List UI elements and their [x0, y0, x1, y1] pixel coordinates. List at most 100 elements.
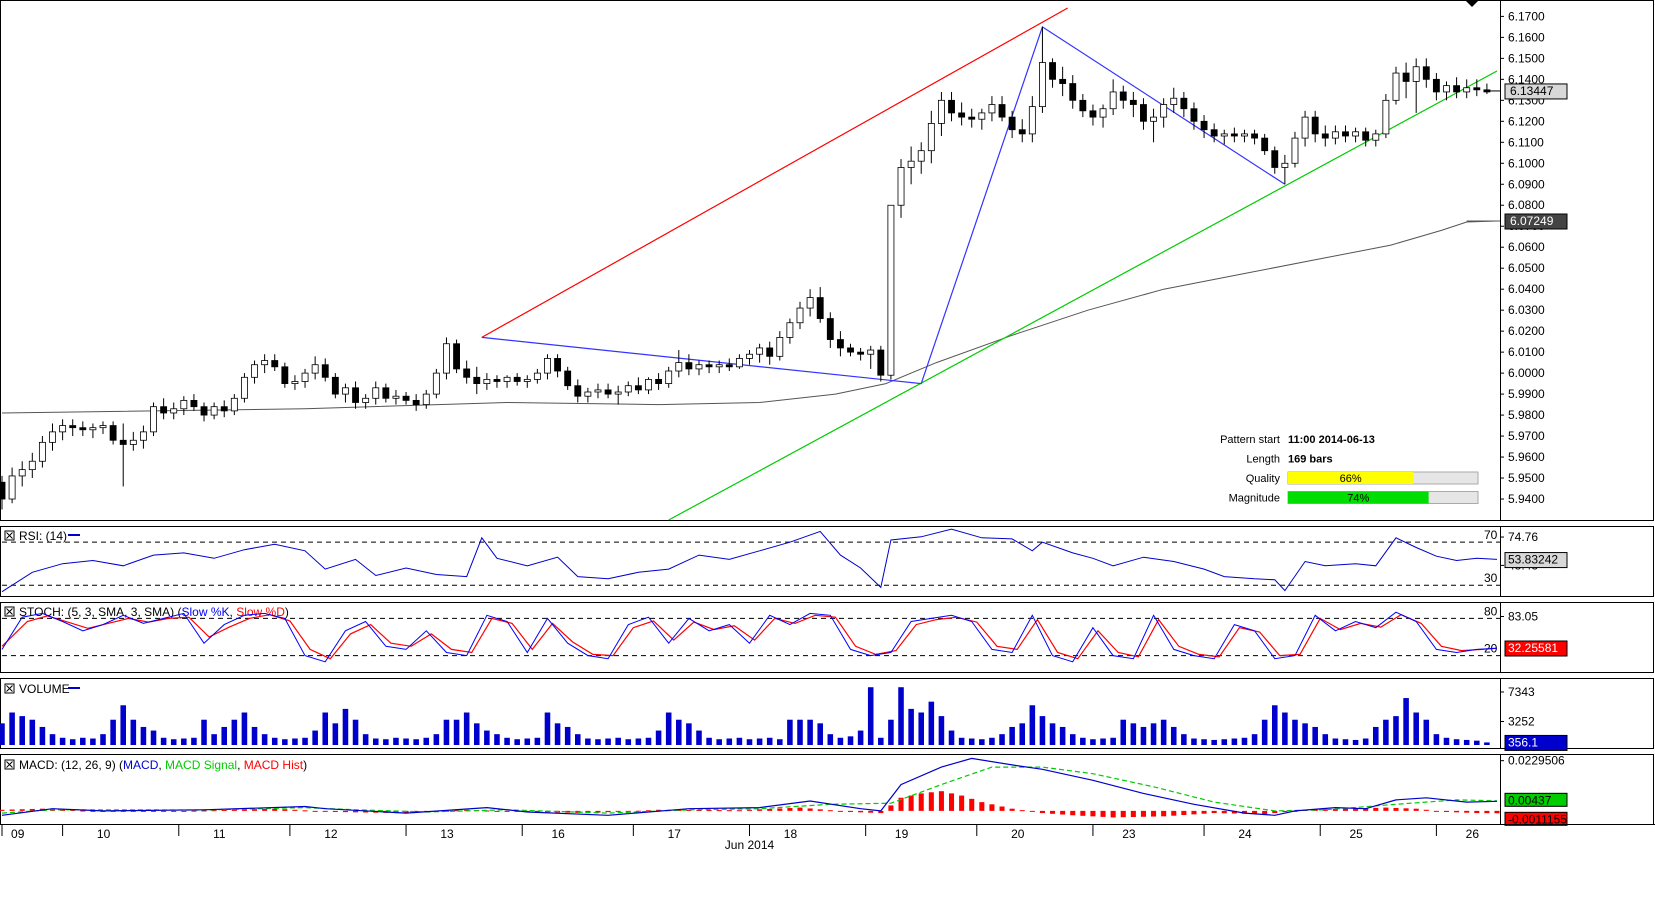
rsi-last-label: 53.83242	[1508, 553, 1558, 567]
candle-body	[321, 364, 329, 378]
macd-hist-bar	[1474, 810, 1480, 814]
pattern-info-key: Quality	[1246, 473, 1281, 485]
volume-bar	[716, 739, 722, 745]
candle-body	[1230, 133, 1238, 137]
last-price-label: 6.13447	[1510, 84, 1554, 98]
volume-bar	[777, 739, 783, 745]
volume-bar	[130, 719, 137, 745]
volume-panel-frame	[0, 678, 1654, 749]
macd-hist-bar	[1151, 810, 1157, 817]
time-month-label: Jun 2014	[725, 838, 775, 852]
macd-hist-bar	[120, 810, 126, 812]
macd-hist-bar	[1191, 810, 1197, 815]
macd-hist-bar	[1433, 810, 1439, 812]
macd-hist-bar	[150, 810, 157, 812]
candle-body	[847, 347, 854, 353]
price-tick-label: 6.1400	[1508, 72, 1545, 86]
candle-body	[1008, 116, 1016, 131]
volume-bar	[817, 723, 823, 745]
macd-hist-bar	[706, 810, 712, 812]
pattern-info-value: 11:00 2014-06-13	[1288, 434, 1375, 446]
candle-body	[230, 397, 238, 412]
volume-bar	[1191, 738, 1197, 745]
macd-hist-bar	[272, 808, 278, 811]
volume-bar	[1211, 739, 1217, 745]
macd-hist-bar	[1262, 810, 1268, 815]
macd-hist-bar	[1130, 810, 1136, 817]
macd-hist-bar	[1060, 810, 1066, 815]
volume-bar	[1130, 723, 1137, 745]
volume-bar	[80, 737, 86, 745]
candle-body	[624, 385, 632, 393]
candle-body	[271, 360, 279, 368]
close-icon-cross	[6, 761, 13, 768]
volume-bar	[110, 719, 116, 745]
candle-body	[1362, 131, 1370, 141]
candle-body	[857, 351, 865, 355]
volume-bar	[928, 701, 935, 745]
candle-body	[412, 399, 420, 405]
stoch-d-line	[1, 614, 1498, 660]
volume-bar	[837, 737, 844, 745]
ma-value-label: 6.07249	[1510, 214, 1554, 228]
volume-bar	[736, 737, 743, 745]
volume-bar	[1292, 719, 1298, 745]
volume-bar	[160, 737, 167, 745]
macd-panel: MACD: (12, 26, 9) (MACD, MACD Signal, MA…	[0, 754, 1654, 826]
volume-bar	[787, 719, 793, 745]
candle-body	[463, 368, 471, 378]
macd-hist-bar	[1332, 808, 1338, 811]
candle-body	[877, 349, 885, 376]
candle-body	[150, 406, 157, 433]
macd-hist-bar	[1070, 810, 1076, 816]
macd-hist-bar	[1181, 810, 1187, 816]
candle-body	[119, 439, 127, 445]
volume-bar	[1302, 723, 1308, 745]
macd-hist-bar	[353, 810, 359, 813]
candle-body	[746, 353, 753, 359]
price-tick-label: 6.0600	[1508, 240, 1545, 254]
candle-body	[1109, 91, 1117, 110]
macd-hist-bar	[605, 810, 611, 813]
volume-bar	[918, 712, 925, 745]
price-tick-label: 6.1200	[1508, 114, 1545, 128]
volume-bar	[221, 726, 228, 745]
candle-body	[1119, 91, 1127, 101]
macd-hist-bar	[9, 809, 15, 811]
pattern-info-value: 169 bars	[1288, 454, 1333, 466]
rsi-level-label: 70	[1484, 528, 1498, 542]
volume-bar	[201, 719, 207, 745]
candle-body	[776, 337, 784, 357]
rsi-panel-frame	[0, 526, 1654, 597]
candle-body	[786, 322, 794, 338]
volume-bar	[574, 734, 581, 745]
volume-bar	[797, 719, 803, 745]
price-tick-label: 5.9400	[1508, 492, 1545, 506]
time-tick-label: 25	[1349, 827, 1363, 841]
volume-bar	[1393, 716, 1399, 745]
macd-hist-bar	[1413, 808, 1419, 811]
volume-bar	[1362, 738, 1369, 745]
candle-body	[473, 376, 481, 385]
volume-bar	[1231, 738, 1238, 745]
volume-bar	[1049, 723, 1056, 745]
candle-body	[99, 425, 107, 429]
macd-hist-bar	[1353, 808, 1359, 811]
macd-hist-bar	[1211, 810, 1217, 814]
candle-body	[1422, 66, 1430, 80]
macd-hist-bar	[282, 809, 288, 811]
volume-bar	[463, 712, 470, 745]
rsi-title: RSI: (14)	[19, 529, 67, 543]
volume-bar	[383, 739, 389, 745]
time-tick-label: 13	[440, 827, 454, 841]
volume-bar	[615, 737, 621, 745]
macd-hist-bar	[625, 810, 631, 812]
candle-body	[503, 376, 511, 382]
macd-hist-bar	[1423, 809, 1429, 811]
macd-hist-bar	[1272, 810, 1278, 814]
volume-bar	[352, 719, 359, 745]
volume-bar	[211, 734, 217, 745]
price-tick-label: 6.0800	[1508, 198, 1545, 212]
